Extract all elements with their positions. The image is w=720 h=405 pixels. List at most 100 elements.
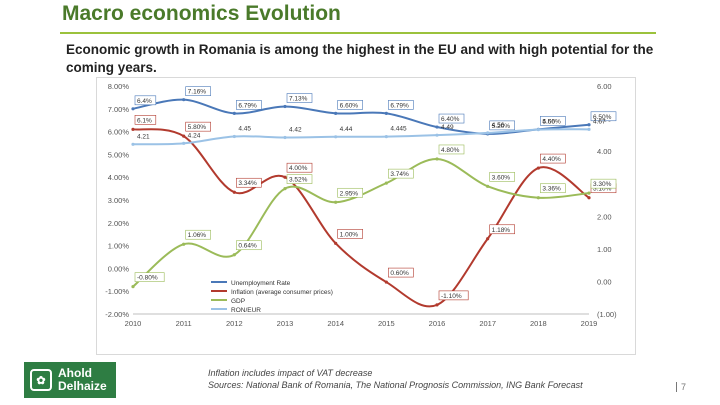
data-label: 5.50% — [542, 118, 561, 125]
data-label-box — [337, 100, 363, 110]
x-axis-tick-label: 2016 — [429, 319, 446, 328]
data-label: 4.56 — [492, 122, 505, 129]
left-axis-tick-label: 0.00% — [108, 264, 130, 273]
data-point — [536, 166, 540, 170]
data-point — [536, 128, 540, 132]
data-label: 0.64% — [238, 243, 257, 250]
company-logo: ✿ Ahold Delhaize — [24, 362, 116, 398]
page-number: 7 — [676, 382, 686, 392]
data-point — [283, 175, 287, 179]
data-point — [435, 157, 439, 161]
data-point — [182, 98, 186, 102]
data-point — [486, 131, 490, 135]
data-point — [536, 196, 540, 200]
data-label-box — [185, 121, 211, 132]
data-point — [182, 134, 186, 138]
data-label-box — [286, 162, 313, 173]
footnote-line-2: Sources: National Bank of Romania, The N… — [208, 380, 583, 390]
right-axis-tick-label: 1.00 — [597, 245, 612, 254]
data-label: 1.06% — [188, 232, 207, 239]
x-axis-tick-label: 2017 — [479, 319, 496, 328]
legend-label: GDP — [231, 298, 245, 305]
data-label-box — [236, 240, 262, 251]
data-label: 6.4% — [137, 98, 152, 105]
data-label: 3.30% — [593, 181, 612, 188]
data-label: 2.95% — [340, 190, 359, 197]
right-axis-tick-label: 0.00 — [597, 277, 612, 286]
data-label: -0.80% — [137, 275, 158, 282]
data-point — [131, 107, 135, 111]
data-point — [283, 135, 287, 140]
data-label: 5.80% — [188, 124, 207, 131]
series-line-1 — [132, 128, 590, 308]
legend-label: RON/EUR — [231, 307, 261, 314]
left-axis-tick-label: -1.00% — [105, 287, 129, 296]
data-label-box — [388, 267, 414, 278]
data-label: 7.13% — [289, 96, 308, 103]
right-axis-tick-label: 6.00 — [597, 82, 612, 91]
data-point — [334, 111, 338, 115]
data-point — [435, 133, 439, 137]
data-label-box — [438, 290, 469, 301]
data-label: 5.20% — [492, 123, 511, 130]
data-point — [587, 196, 591, 200]
data-label: 4.24 — [188, 132, 201, 139]
data-point — [283, 104, 287, 109]
data-label-box — [540, 153, 566, 164]
data-label-box — [489, 224, 515, 235]
right-axis-tick-label: (1.00) — [597, 310, 617, 319]
data-label: 6.60% — [340, 102, 359, 109]
data-label: 6.1% — [137, 117, 152, 124]
data-label: 4.00% — [289, 165, 308, 172]
data-point — [384, 280, 388, 284]
data-label: 4.66 — [542, 119, 555, 126]
data-point — [334, 200, 338, 204]
chart-container: 8.00% 7.00% 6.00% 5.00% 4.00% 3.00% 2.00% 1.00%… — [96, 77, 636, 355]
data-label: 4.80% — [441, 147, 460, 154]
data-label: 4.21 — [137, 133, 150, 140]
data-label: 4.45 — [238, 125, 251, 132]
logo-icon: ✿ — [30, 369, 52, 391]
data-label-box — [286, 93, 313, 103]
data-label-box — [337, 187, 363, 198]
data-label: 4.67 — [593, 118, 606, 125]
data-point — [232, 134, 236, 139]
x-axis-tick-label: 2015 — [378, 319, 395, 328]
data-point — [131, 142, 135, 146]
x-axis-tick-label: 2013 — [277, 319, 294, 328]
data-label-box — [388, 100, 414, 110]
left-axis-tick-label: 6.00% — [108, 128, 130, 137]
data-point — [232, 111, 236, 115]
line-chart: 8.00% 7.00% 6.00% 5.00% 4.00% 3.00% 2.00% 1.00%… — [105, 82, 617, 328]
slide-subtitle: Economic growth in Romania is among the … — [66, 42, 654, 75]
data-label: 0.60% — [390, 270, 409, 277]
left-axis-tick-label: 3.00% — [108, 196, 130, 205]
data-point — [587, 123, 591, 127]
data-label-box — [590, 178, 617, 189]
data-point — [384, 181, 388, 185]
logo-text: Ahold Delhaize — [58, 367, 107, 393]
data-label-box — [185, 229, 211, 240]
data-label-box — [236, 100, 262, 110]
series-line-2 — [132, 157, 590, 288]
data-point — [486, 184, 490, 188]
data-label: 3.60% — [492, 174, 511, 181]
left-axis-tick-label: 8.00% — [108, 82, 130, 91]
data-point — [587, 127, 591, 131]
logo-text-line2: Delhaize — [58, 379, 107, 393]
data-point — [435, 125, 439, 129]
data-label-box — [540, 183, 566, 194]
data-label: 6.79% — [390, 102, 409, 109]
data-point — [131, 285, 135, 289]
data-label: 6.50% — [593, 114, 612, 121]
data-label: -1.10% — [441, 293, 462, 300]
data-point — [131, 127, 135, 131]
data-label-box — [134, 115, 157, 125]
x-axis-tick-label: 2011 — [176, 319, 192, 328]
data-label-box — [286, 174, 313, 184]
series-line-3 — [132, 128, 590, 146]
data-point — [232, 190, 236, 194]
data-label-box — [236, 177, 262, 188]
x-axis-tick-label: 2019 — [581, 319, 598, 328]
x-axis-tick-label: 2012 — [226, 319, 243, 328]
